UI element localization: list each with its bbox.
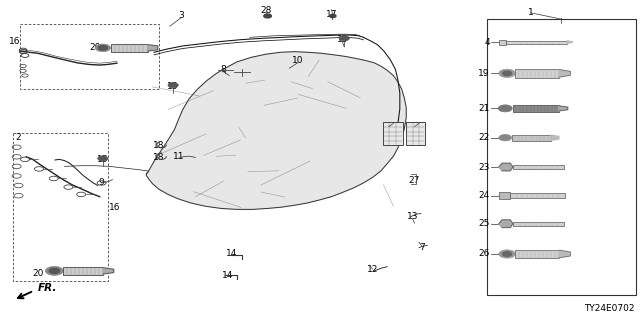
Text: 21: 21 xyxy=(479,104,490,113)
Text: 6: 6 xyxy=(412,124,417,132)
FancyBboxPatch shape xyxy=(515,69,559,78)
Text: 23: 23 xyxy=(479,163,490,172)
Circle shape xyxy=(330,14,336,18)
Polygon shape xyxy=(147,52,406,209)
Text: 7: 7 xyxy=(419,243,425,252)
Text: 8: 8 xyxy=(220,65,226,74)
Text: 16: 16 xyxy=(9,37,20,46)
Circle shape xyxy=(502,71,511,76)
Polygon shape xyxy=(148,45,158,51)
FancyBboxPatch shape xyxy=(499,193,510,199)
Circle shape xyxy=(98,156,108,161)
Text: 26: 26 xyxy=(479,250,490,259)
FancyBboxPatch shape xyxy=(515,250,559,259)
FancyBboxPatch shape xyxy=(511,134,551,141)
FancyBboxPatch shape xyxy=(63,267,103,275)
Polygon shape xyxy=(567,41,572,44)
Text: 24: 24 xyxy=(479,191,490,200)
Text: 14: 14 xyxy=(222,271,234,280)
Text: 14: 14 xyxy=(226,250,237,259)
Text: 15: 15 xyxy=(168,82,179,91)
Polygon shape xyxy=(499,163,513,171)
FancyBboxPatch shape xyxy=(513,165,564,169)
Text: TY24E0702: TY24E0702 xyxy=(584,304,635,313)
Circle shape xyxy=(45,267,63,275)
FancyBboxPatch shape xyxy=(111,44,148,52)
Text: 25: 25 xyxy=(479,219,490,228)
Text: 4: 4 xyxy=(484,38,490,47)
Polygon shape xyxy=(551,135,559,140)
Text: 3: 3 xyxy=(178,12,184,20)
Text: 13: 13 xyxy=(407,212,419,221)
Text: 11: 11 xyxy=(172,152,184,161)
Circle shape xyxy=(95,44,111,52)
FancyBboxPatch shape xyxy=(506,41,567,44)
FancyBboxPatch shape xyxy=(513,222,564,226)
Circle shape xyxy=(49,268,60,273)
Circle shape xyxy=(502,252,511,256)
Circle shape xyxy=(498,105,512,112)
Text: 28: 28 xyxy=(260,6,271,15)
Text: 20: 20 xyxy=(90,43,101,52)
Text: 17: 17 xyxy=(326,10,337,19)
Circle shape xyxy=(339,36,349,41)
FancyBboxPatch shape xyxy=(499,40,506,45)
Circle shape xyxy=(168,83,178,88)
Polygon shape xyxy=(499,220,513,228)
Circle shape xyxy=(499,134,511,141)
Circle shape xyxy=(264,14,271,18)
Text: 18: 18 xyxy=(154,141,165,150)
Polygon shape xyxy=(559,106,568,111)
FancyBboxPatch shape xyxy=(383,123,403,145)
Text: FR.: FR. xyxy=(38,283,57,293)
Text: 20: 20 xyxy=(32,268,44,278)
Text: 19: 19 xyxy=(478,69,490,78)
Text: 10: 10 xyxy=(292,56,303,65)
Text: 16: 16 xyxy=(109,203,120,212)
Text: 22: 22 xyxy=(479,133,490,142)
Text: 1: 1 xyxy=(528,8,534,17)
Polygon shape xyxy=(103,268,114,274)
Text: 18: 18 xyxy=(154,153,165,162)
Circle shape xyxy=(499,250,515,258)
Polygon shape xyxy=(559,250,570,258)
FancyBboxPatch shape xyxy=(510,194,564,198)
FancyBboxPatch shape xyxy=(513,105,559,112)
Text: 5: 5 xyxy=(386,124,392,132)
Text: 12: 12 xyxy=(367,265,378,275)
Text: 27: 27 xyxy=(409,176,420,185)
Text: 15: 15 xyxy=(97,155,109,164)
Polygon shape xyxy=(559,69,570,77)
FancyBboxPatch shape xyxy=(406,123,426,145)
Circle shape xyxy=(99,46,108,50)
Text: 9: 9 xyxy=(99,178,104,187)
Text: 15: 15 xyxy=(337,35,348,44)
Circle shape xyxy=(499,69,515,77)
Text: 2: 2 xyxy=(16,133,21,142)
